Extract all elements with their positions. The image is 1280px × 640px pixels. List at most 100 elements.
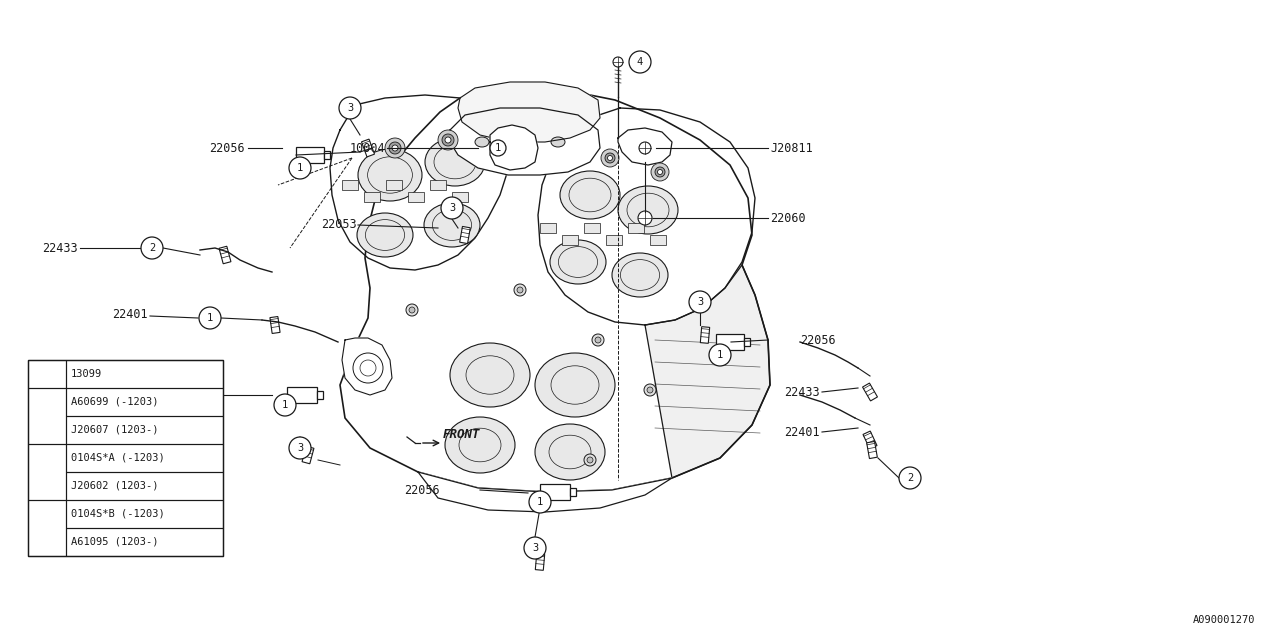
Text: 3: 3 <box>532 543 538 553</box>
Circle shape <box>392 145 398 151</box>
Circle shape <box>637 211 652 225</box>
Text: 22056: 22056 <box>210 141 244 154</box>
Circle shape <box>899 467 922 489</box>
Circle shape <box>438 130 458 150</box>
Ellipse shape <box>475 137 489 147</box>
Circle shape <box>608 156 613 161</box>
Text: 22433: 22433 <box>42 241 78 255</box>
Circle shape <box>37 462 58 482</box>
Circle shape <box>385 138 404 158</box>
Circle shape <box>613 57 623 67</box>
Ellipse shape <box>535 424 605 480</box>
Text: 22056: 22056 <box>800 333 836 346</box>
Polygon shape <box>645 265 771 478</box>
Text: 4: 4 <box>44 523 50 533</box>
Text: 22056: 22056 <box>166 385 202 399</box>
Polygon shape <box>340 88 771 492</box>
Ellipse shape <box>357 213 413 257</box>
Polygon shape <box>419 472 672 512</box>
Circle shape <box>689 291 710 313</box>
Polygon shape <box>490 125 538 170</box>
Text: A61095 (1203-): A61095 (1203-) <box>70 537 159 547</box>
Text: J20607 (1203-): J20607 (1203-) <box>70 425 159 435</box>
Text: 10004: 10004 <box>349 141 385 154</box>
Bar <box>628 223 644 233</box>
Circle shape <box>515 284 526 296</box>
Bar <box>584 223 600 233</box>
Bar <box>324 151 330 159</box>
Circle shape <box>442 134 454 146</box>
Polygon shape <box>451 108 600 175</box>
Circle shape <box>198 307 221 329</box>
Bar <box>562 235 579 245</box>
Polygon shape <box>330 95 509 270</box>
Bar <box>430 180 445 190</box>
Circle shape <box>644 384 657 396</box>
Ellipse shape <box>550 240 605 284</box>
Text: 3: 3 <box>696 297 703 307</box>
Circle shape <box>591 334 604 346</box>
Circle shape <box>141 237 163 259</box>
Bar <box>67 444 223 472</box>
Bar <box>67 528 223 556</box>
Bar <box>460 227 470 244</box>
Bar <box>270 317 280 333</box>
Text: 1: 1 <box>44 369 50 379</box>
Ellipse shape <box>618 186 678 234</box>
Bar <box>67 360 223 388</box>
Bar <box>28 360 67 388</box>
Text: 1: 1 <box>207 313 214 323</box>
Text: 1: 1 <box>536 497 543 507</box>
Text: 22053: 22053 <box>321 218 357 232</box>
Text: 1: 1 <box>297 163 303 173</box>
Circle shape <box>524 537 547 559</box>
Text: 1: 1 <box>495 143 502 153</box>
Polygon shape <box>458 82 600 142</box>
Text: 22401: 22401 <box>113 308 148 321</box>
Circle shape <box>389 142 401 154</box>
Polygon shape <box>342 338 392 395</box>
Text: FRONT: FRONT <box>443 429 480 442</box>
Bar <box>28 444 67 500</box>
Circle shape <box>289 437 311 459</box>
Circle shape <box>339 97 361 119</box>
Bar <box>28 500 67 556</box>
Text: 3: 3 <box>44 467 50 477</box>
Ellipse shape <box>513 137 527 147</box>
Text: 13099: 13099 <box>70 369 102 379</box>
Polygon shape <box>538 108 755 325</box>
Text: 0104S*A (-1203): 0104S*A (-1203) <box>70 453 165 463</box>
Circle shape <box>410 307 415 313</box>
Circle shape <box>490 140 506 156</box>
Bar <box>570 488 576 496</box>
Circle shape <box>445 137 451 143</box>
Text: 2: 2 <box>44 411 50 421</box>
Circle shape <box>639 142 652 154</box>
Circle shape <box>37 518 58 538</box>
Text: 1: 1 <box>282 400 288 410</box>
Text: J20811: J20811 <box>771 141 813 154</box>
Bar <box>317 391 323 399</box>
Ellipse shape <box>451 343 530 407</box>
Circle shape <box>652 163 669 181</box>
Circle shape <box>646 387 653 393</box>
Text: 0104S*B (-1203): 0104S*B (-1203) <box>70 509 165 519</box>
Ellipse shape <box>445 417 515 473</box>
Circle shape <box>37 406 58 426</box>
Text: A60699 (-1203): A60699 (-1203) <box>70 397 159 407</box>
Circle shape <box>655 167 666 177</box>
Text: 4: 4 <box>637 57 643 67</box>
Bar <box>867 442 877 459</box>
Bar <box>28 388 67 444</box>
Ellipse shape <box>550 137 564 147</box>
Ellipse shape <box>535 353 614 417</box>
Circle shape <box>595 337 602 343</box>
Text: 2: 2 <box>148 243 155 253</box>
Text: 22433: 22433 <box>785 385 820 399</box>
Bar <box>535 554 545 570</box>
Bar <box>863 383 878 401</box>
Bar <box>408 192 424 202</box>
Circle shape <box>442 197 463 219</box>
Text: 1: 1 <box>717 350 723 360</box>
Bar <box>67 472 223 500</box>
